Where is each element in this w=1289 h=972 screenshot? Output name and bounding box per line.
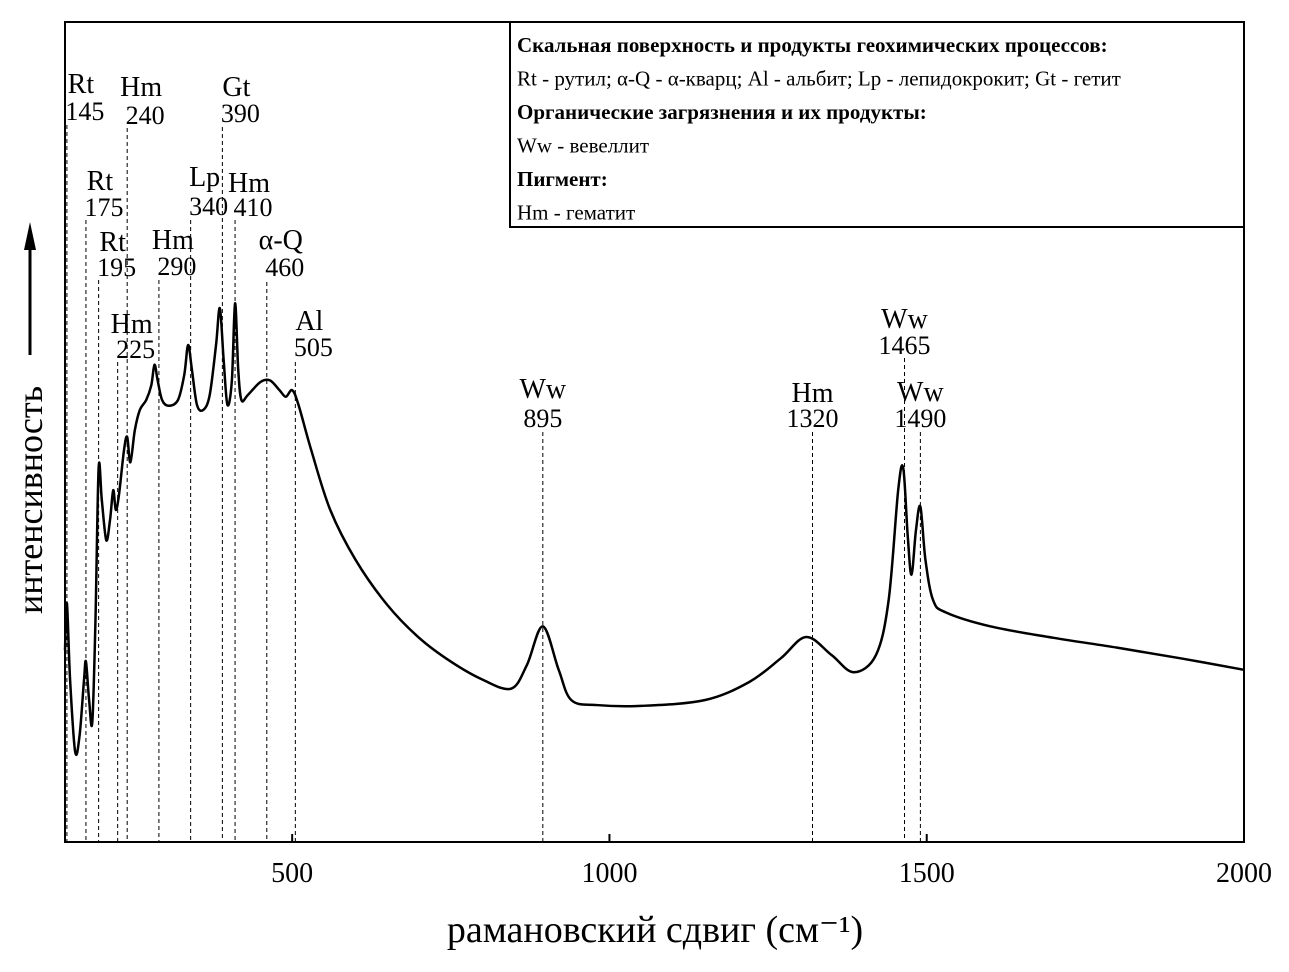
peak-position: 145: [65, 97, 104, 126]
peak-name: Ww: [519, 374, 566, 405]
y-arrow-head: [24, 222, 36, 250]
spectrum-line: [63, 302, 1245, 757]
peak-position: 1320: [787, 404, 839, 433]
y-axis-label: интенсивность: [10, 386, 50, 614]
peak-name: Hm: [228, 168, 270, 199]
x-tick-label: 1500: [899, 858, 955, 889]
peak-name: Gt: [222, 72, 250, 103]
peak-position: 225: [116, 335, 155, 364]
peak-position: 340: [189, 192, 228, 221]
peak-name: Ww: [881, 304, 928, 335]
x-tick-label: 1000: [581, 858, 637, 889]
peak-name: Hm: [120, 72, 162, 103]
peak-name: Al: [295, 306, 323, 337]
peak-name: Rt: [99, 227, 126, 258]
peak-position: 195: [97, 253, 136, 282]
peak-name: Rt: [68, 69, 95, 100]
legend-entry: Ww - вевеллит: [517, 134, 649, 158]
x-tick-label: 2000: [1216, 858, 1272, 889]
peak-position: 240: [126, 101, 165, 130]
peak-position: 1490: [894, 404, 946, 433]
peak-position: 410: [234, 193, 273, 222]
peak-name: α-Q: [259, 225, 303, 256]
x-tick-label: 500: [271, 858, 313, 889]
legend-entry: Скальная поверхность и продукты геохимич…: [517, 33, 1108, 57]
peak-position: 390: [221, 99, 260, 128]
peak-position: 505: [294, 333, 333, 362]
legend-entry: Пигмент:: [517, 167, 608, 191]
legend-entry: Rt - рутил; α-Q - α-кварц; Al - альбит; …: [517, 67, 1121, 91]
peak-name: Hm: [792, 378, 834, 409]
peak-name: Rt: [87, 166, 114, 197]
peak-name: Lp: [189, 162, 220, 193]
peak-name: Hm: [111, 309, 153, 340]
peak-position: 895: [523, 404, 562, 433]
legend-entry: Органические загрязнения и их продукты:: [517, 100, 927, 124]
x-axis-label: рамановский сдвиг (см⁻¹): [447, 909, 863, 951]
peak-name: Ww: [897, 377, 944, 408]
peak-position: 290: [157, 252, 196, 281]
peak-position: 175: [84, 193, 123, 222]
legend-box: [509, 21, 1245, 228]
peak-position: 460: [265, 253, 304, 282]
peak-position: 1465: [879, 331, 931, 360]
peak-name: Hm: [152, 225, 194, 256]
legend-entry: Hm - гематит: [517, 201, 635, 225]
